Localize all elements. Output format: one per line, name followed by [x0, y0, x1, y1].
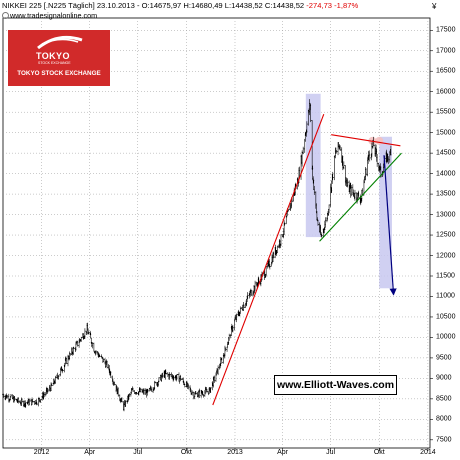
y-tick-label: 8000 — [436, 415, 452, 423]
y-tick-label: 15000 — [436, 129, 456, 137]
x-tick-label: 2013 — [227, 449, 243, 456]
y-tick-label: 16500 — [436, 67, 456, 75]
x-tick-label: 2012 — [33, 449, 50, 456]
y-tick-label: 14000 — [436, 170, 456, 178]
y-tick-label: 17500 — [436, 26, 456, 34]
y-tick-label: 9000 — [436, 374, 452, 382]
x-tick-label: Okt — [180, 449, 192, 456]
y-tick-label: 7500 — [436, 436, 452, 444]
y-tick-label: 11500 — [436, 272, 455, 280]
y-tick-label: 10000 — [436, 333, 456, 341]
x-tick-label: Jul — [133, 449, 143, 456]
y-tick-label: 15500 — [436, 108, 456, 116]
chart-header: NIKKEI 225 [.N225 Täglich] 23.10.2013 - … — [2, 1, 358, 10]
currency-symbol: ¥ — [432, 2, 437, 11]
website-label: www.tradesignalonline.com — [10, 11, 98, 20]
ohlc-values: O:14675,97 H:14680,49 L:14438,52 C:14438… — [141, 1, 305, 10]
y-tick-label: 12500 — [436, 231, 456, 239]
x-tick-label: Okt — [373, 449, 385, 456]
trend-line — [212, 114, 325, 406]
y-tick-label: 9500 — [436, 354, 452, 362]
copyright-icon — [2, 12, 9, 19]
logo-subtitle: STOCK EXCHANGE — [38, 61, 71, 65]
y-tick-label: 11000 — [436, 292, 455, 300]
logo-caption: TOKYO STOCK EXCHANGE — [17, 70, 101, 77]
logo-swoosh-icon — [37, 35, 83, 50]
trend-line — [331, 134, 401, 147]
y-tick-label: 10500 — [436, 313, 456, 321]
y-tick-label: 16000 — [436, 88, 456, 96]
highlight-box — [305, 93, 321, 238]
y-tick-label: 13500 — [436, 190, 456, 198]
price-change: -274,73 -1,87% — [304, 1, 359, 10]
y-tick-label: 12000 — [436, 252, 456, 260]
instrument-label: NIKKEI 225 [.N225 Täglich] 23.10.2013 - — [2, 1, 142, 10]
peak-marker — [375, 136, 384, 145]
watermark-label: www.Elliott-Waves.com — [274, 375, 397, 395]
x-tick-label: Jul — [326, 449, 336, 456]
logo-name: TOKYO — [36, 51, 70, 61]
y-tick-label: 14500 — [436, 149, 456, 157]
tse-logo: TOKYO STOCK EXCHANGE TOKYO STOCK EXCHANG… — [8, 30, 110, 86]
x-tick-label: Apr — [277, 449, 288, 456]
y-tick-label: 8500 — [436, 395, 452, 403]
trend-line — [319, 152, 402, 242]
y-tick-label: 13000 — [436, 211, 456, 219]
x-tick-label: 2014 — [420, 449, 436, 456]
projection-arrow — [383, 155, 397, 296]
x-tick-label: Apr — [84, 449, 96, 456]
y-tick-label: 17000 — [436, 47, 456, 55]
